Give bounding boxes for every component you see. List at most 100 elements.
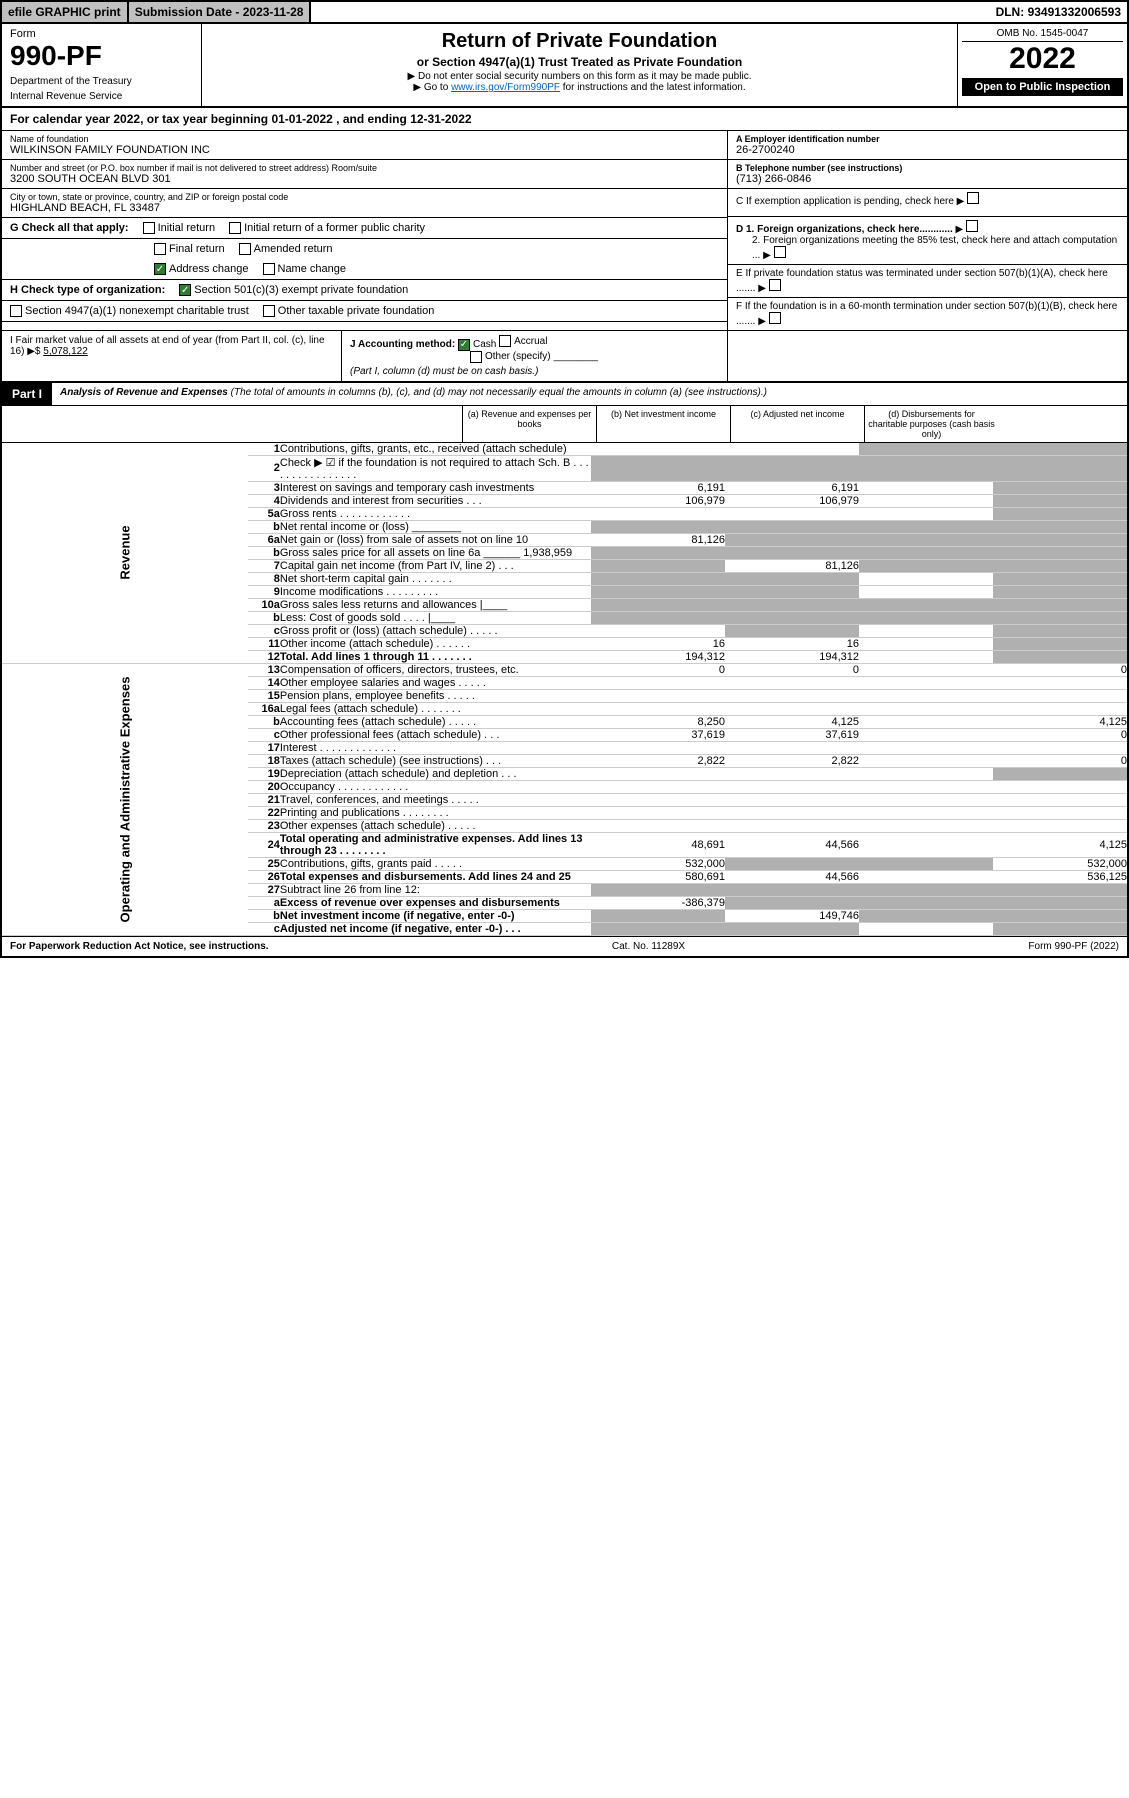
amount-cell [993, 481, 1127, 494]
amount-cell [725, 598, 859, 611]
amount-cell [725, 780, 859, 793]
amount-cell [859, 896, 993, 909]
cb-initial-return[interactable]: Initial return [143, 222, 215, 234]
amount-cell [993, 572, 1127, 585]
amount-cell [859, 728, 993, 741]
amount-cell [725, 572, 859, 585]
amount-cell [591, 702, 725, 715]
amount-cell [591, 883, 725, 896]
amount-cell [591, 676, 725, 689]
amount-cell [725, 806, 859, 819]
amount-cell [859, 922, 993, 935]
amount-cell [859, 676, 993, 689]
amount-cell: 536,125 [993, 870, 1127, 883]
cb-accrual[interactable]: Accrual [499, 335, 547, 347]
amount-cell: 81,126 [725, 559, 859, 572]
cb-other-method[interactable]: Other (specify) ________ [470, 351, 598, 363]
line-number: c [248, 728, 280, 741]
cb-amended[interactable]: Amended return [239, 243, 333, 255]
cb-60month[interactable] [769, 312, 781, 324]
line-desc: Other income (attach schedule) . . . . .… [280, 637, 591, 650]
amount-cell [993, 689, 1127, 702]
line-desc: Travel, conferences, and meetings . . . … [280, 793, 591, 806]
cb-85pct[interactable] [774, 246, 786, 258]
cb-initial-public[interactable]: Initial return of a former public charit… [229, 222, 425, 234]
amount-cell [591, 546, 725, 559]
amount-cell [859, 624, 993, 637]
line-desc: Net short-term capital gain . . . . . . … [280, 572, 591, 585]
amount-cell [993, 909, 1127, 922]
line-desc: Compensation of officers, directors, tru… [280, 663, 591, 676]
amount-cell [591, 806, 725, 819]
topbar: efile GRAPHIC print Submission Date - 20… [2, 2, 1127, 24]
amount-cell [591, 572, 725, 585]
instr-1: ▶ Do not enter social security numbers o… [208, 71, 951, 82]
submission-date: Submission Date - 2023-11-28 [129, 2, 312, 22]
amount-cell [859, 857, 993, 870]
amount-cell: 0 [993, 728, 1127, 741]
line-desc: Gross sales less returns and allowances … [280, 598, 591, 611]
amount-cell [725, 819, 859, 832]
cb-cash[interactable]: ✓Cash [458, 339, 496, 351]
amount-cell: 6,191 [725, 481, 859, 494]
f-spacer [727, 331, 1127, 381]
city: HIGHLAND BEACH, FL 33487 [10, 202, 719, 214]
line-desc: Contributions, gifts, grants, etc., rece… [280, 443, 591, 456]
amount-cell [993, 455, 1127, 481]
paperwork-notice: For Paperwork Reduction Act Notice, see … [10, 941, 269, 952]
amount-cell [859, 883, 993, 896]
amount-cell: 4,125 [725, 715, 859, 728]
cb-name-change[interactable]: Name change [263, 263, 347, 275]
amount-cell [591, 598, 725, 611]
part1-header: Part I Analysis of Revenue and Expenses … [2, 383, 1127, 405]
cb-address-change[interactable]: ✓Address change [154, 263, 249, 275]
cb-4947[interactable]: Section 4947(a)(1) nonexempt charitable … [10, 305, 249, 317]
amount-cell [591, 780, 725, 793]
line-number: b [248, 909, 280, 922]
amount-cell [859, 909, 993, 922]
g-check-row3: ✓Address change Name change [2, 259, 727, 280]
cb-501c3[interactable]: ✓Section 501(c)(3) exempt private founda… [179, 284, 408, 296]
line-desc: Printing and publications . . . . . . . … [280, 806, 591, 819]
cb-final-return[interactable]: Final return [154, 243, 225, 255]
cb-terminated[interactable] [769, 279, 781, 291]
header-right: OMB No. 1545-0047 2022 Open to Public In… [957, 24, 1127, 106]
amount-cell: 8,250 [591, 715, 725, 728]
cb-exemption-pending[interactable] [967, 192, 979, 204]
form-ref: Form 990-PF (2022) [1028, 941, 1119, 952]
amount-cell [859, 793, 993, 806]
line-desc: Other employee salaries and wages . . . … [280, 676, 591, 689]
amount-cell [591, 741, 725, 754]
form-number: 990-PF [10, 40, 193, 72]
cb-other-taxable[interactable]: Other taxable private foundation [263, 305, 435, 317]
amount-cell [993, 494, 1127, 507]
amount-cell [859, 702, 993, 715]
line-number: 5a [248, 507, 280, 520]
amount-cell [859, 637, 993, 650]
amount-cell [859, 806, 993, 819]
instr-2: ▶ Go to www.irs.gov/Form990PF for instru… [208, 82, 951, 93]
amount-cell [859, 559, 993, 572]
telephone: (713) 266-0846 [736, 173, 1119, 185]
address-cell: Number and street (or P.O. box number if… [2, 160, 727, 189]
line-desc: Gross rents . . . . . . . . . . . . [280, 507, 591, 520]
foundation-name: WILKINSON FAMILY FOUNDATION INC [10, 144, 719, 156]
amount-cell [859, 767, 993, 780]
amount-cell [725, 455, 859, 481]
amount-cell [725, 793, 859, 806]
line-desc: Subtract line 26 from line 12: [280, 883, 591, 896]
info-grid: Name of foundation WILKINSON FAMILY FOUN… [2, 131, 1127, 331]
amount-cell: 37,619 [591, 728, 725, 741]
calendar-row: For calendar year 2022, or tax year begi… [2, 108, 1127, 131]
line-number: 2 [248, 455, 280, 481]
irs-link[interactable]: www.irs.gov/Form990PF [451, 82, 560, 93]
line-number: 25 [248, 857, 280, 870]
line-number: 9 [248, 585, 280, 598]
amount-cell [859, 715, 993, 728]
amount-cell: 194,312 [725, 650, 859, 663]
g-check-row2: Final return Amended return [2, 239, 727, 259]
amount-cell: 48,691 [591, 832, 725, 857]
line-number: c [248, 624, 280, 637]
cb-foreign-org[interactable] [966, 220, 978, 232]
amount-cell [993, 676, 1127, 689]
